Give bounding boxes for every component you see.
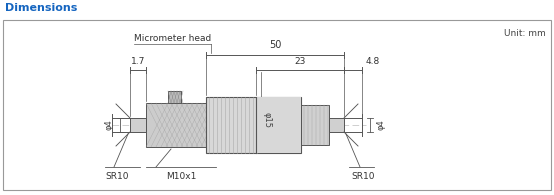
Text: 23: 23	[294, 57, 306, 66]
Text: Micrometer head: Micrometer head	[134, 34, 211, 43]
Bar	[256, 97, 301, 153]
Text: Dimensions: Dimensions	[5, 3, 78, 13]
Text: 4.8: 4.8	[366, 57, 380, 66]
Bar	[206, 97, 301, 153]
Text: 1.7: 1.7	[131, 57, 145, 66]
Bar	[329, 118, 344, 132]
Bar	[168, 91, 181, 103]
Text: Unit: mm: Unit: mm	[504, 29, 546, 38]
Text: SR10: SR10	[105, 172, 129, 181]
Bar	[146, 103, 206, 147]
Bar	[301, 105, 329, 145]
Text: M10x1: M10x1	[166, 172, 196, 181]
Text: 50: 50	[269, 40, 281, 50]
Bar	[3, 20, 551, 190]
Text: φ4: φ4	[377, 120, 386, 130]
Bar	[130, 118, 146, 132]
Text: SR10: SR10	[351, 172, 375, 181]
Text: φ15: φ15	[263, 112, 271, 128]
Text: φ4: φ4	[104, 120, 113, 130]
